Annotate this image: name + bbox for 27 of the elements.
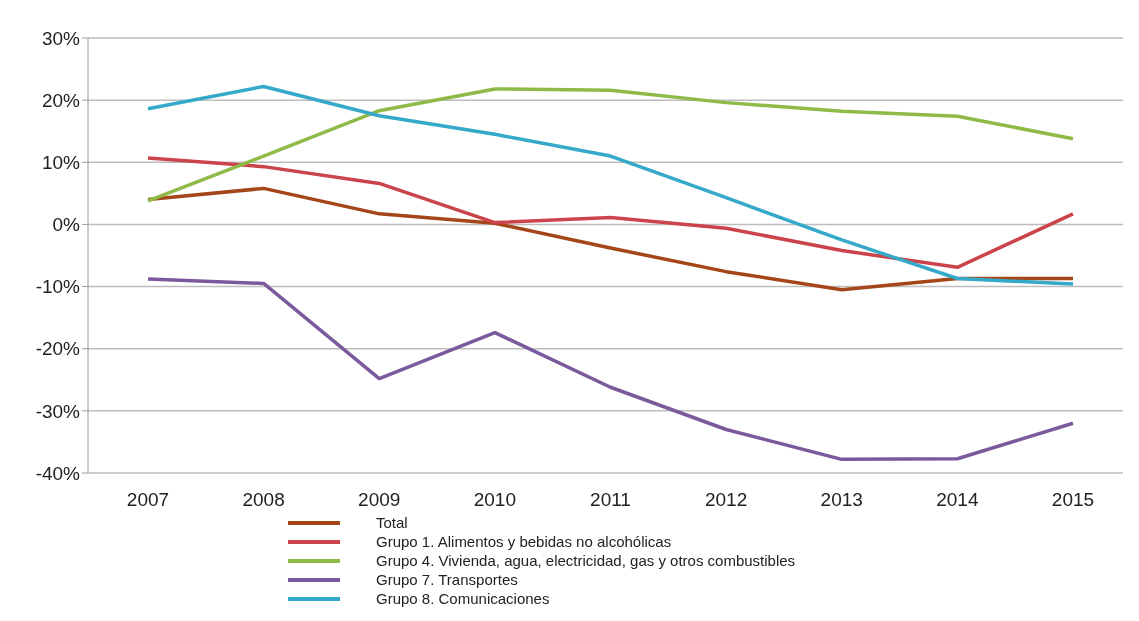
- x-tick-label: 2008: [242, 489, 285, 511]
- x-tick-label: 2007: [126, 489, 170, 511]
- line-series: [146, 186, 1075, 292]
- x-tick-label: 2011: [590, 489, 631, 511]
- x-tick-label: 2013: [820, 489, 863, 511]
- x-tick-label: 2010: [473, 489, 517, 511]
- y-tick-label: 10%: [41, 152, 81, 174]
- legend-label: Total: [376, 513, 408, 532]
- legend-label: Grupo 7. Transportes: [376, 570, 518, 589]
- line-series: [146, 156, 1075, 270]
- y-tick-label: -20%: [35, 338, 81, 360]
- x-tick-label: 2015: [1051, 489, 1095, 511]
- line-series: [146, 84, 1075, 286]
- x-tick-label: 2012: [704, 489, 748, 511]
- y-tick-label: 0%: [52, 214, 81, 236]
- legend-label: Grupo 4. Vivienda, agua, electricidad, gas y otros combustibles: [376, 551, 796, 570]
- y-tick-label: -40%: [35, 462, 81, 484]
- y-tick-label: -10%: [35, 276, 81, 298]
- y-tick-label: -30%: [35, 400, 81, 422]
- legend-label: Grupo 8. Comunicaciones: [376, 589, 550, 608]
- x-tick-label: 2014: [936, 489, 979, 511]
- line-series: [146, 277, 1075, 462]
- y-tick-label: 20%: [41, 89, 81, 111]
- line-series: [146, 87, 1075, 203]
- legend-label: Grupo 1. Alimentos y bebidas no alcohólicas: [376, 532, 672, 551]
- y-tick-label: 30%: [41, 27, 81, 49]
- x-tick-label: 2009: [358, 489, 401, 511]
